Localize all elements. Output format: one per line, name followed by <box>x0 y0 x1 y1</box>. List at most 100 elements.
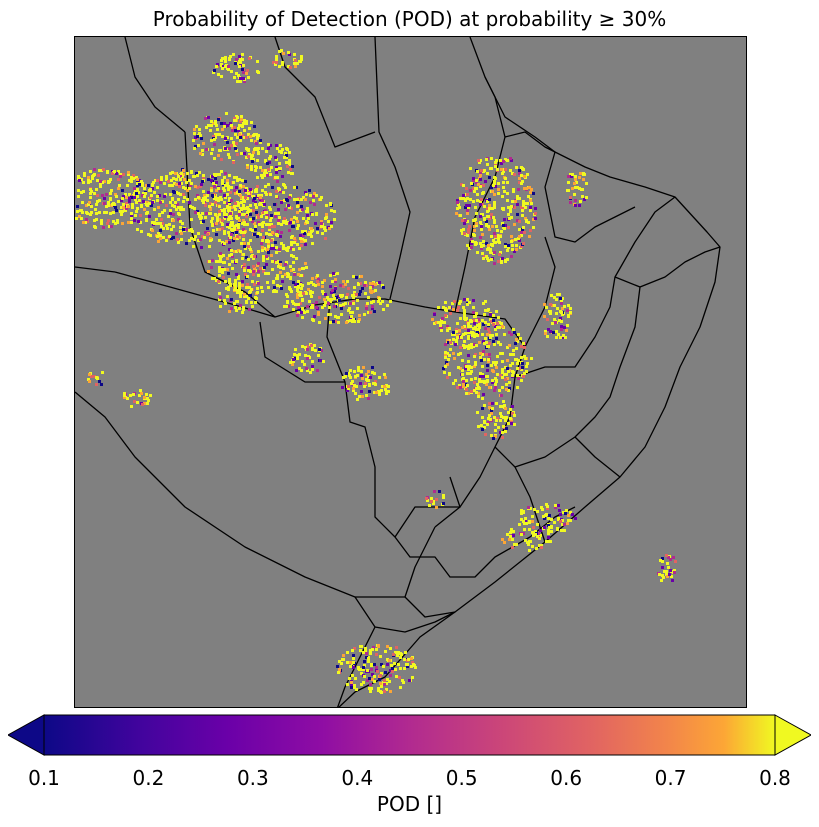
pod-pixel <box>367 311 370 314</box>
pod-pixel <box>247 269 250 272</box>
pod-pixel <box>478 387 481 390</box>
pod-pixel <box>531 520 534 523</box>
pod-pixel <box>121 189 124 192</box>
pod-pixel <box>224 65 227 68</box>
pod-pixel <box>307 217 310 220</box>
pod-pixel <box>582 173 585 176</box>
pod-pixel <box>350 315 353 318</box>
pod-pixel <box>492 437 495 440</box>
pod-pixel <box>515 543 518 546</box>
colorbar-tick-label: 0.3 <box>236 766 269 790</box>
pod-pixel <box>453 357 456 360</box>
pod-pixel <box>480 359 483 362</box>
pod-pixel <box>266 174 269 177</box>
pod-pixel <box>410 665 413 668</box>
pod-pixel <box>483 217 486 220</box>
pod-pixel <box>338 660 341 663</box>
pod-pixel <box>217 199 220 202</box>
pod-pixel <box>211 203 214 206</box>
pod-pixel <box>280 223 283 226</box>
pod-pixel <box>496 168 499 171</box>
pod-pixel <box>225 240 228 243</box>
pod-pixel <box>487 421 490 424</box>
pod-pixel <box>483 420 486 423</box>
pod-pixel <box>483 169 486 172</box>
pod-pixel <box>225 112 228 115</box>
pod-pixel <box>169 209 172 212</box>
pod-pixel <box>294 239 297 242</box>
pod-pixel <box>296 296 299 299</box>
pod-pixel <box>296 285 299 288</box>
pod-pixel <box>518 177 521 180</box>
pod-pixel <box>369 690 372 693</box>
pod-pixel <box>488 198 491 201</box>
pod-pixel <box>522 207 525 210</box>
pod-pixel <box>544 332 547 335</box>
pod-pixel <box>492 321 495 324</box>
pod-pixel <box>364 647 367 650</box>
pod-pixel <box>535 547 538 550</box>
pod-pixel <box>213 157 216 160</box>
pod-pixel <box>248 286 251 289</box>
pod-pixel <box>153 191 156 194</box>
pod-pixel <box>492 239 495 242</box>
pod-pixel <box>473 190 476 193</box>
pod-pixel <box>245 295 248 298</box>
pod-pixel <box>411 676 414 679</box>
pod-pixel <box>465 345 468 348</box>
pod-pixel <box>268 223 271 226</box>
pod-pixel <box>232 53 235 56</box>
pod-pixel <box>385 384 388 387</box>
pod-pixel <box>483 255 486 258</box>
pod-pixel <box>366 669 369 672</box>
pod-pixel <box>143 187 146 190</box>
pod-pixel <box>267 183 270 186</box>
pod-pixel <box>221 227 224 230</box>
pod-pixel <box>346 661 349 664</box>
pod-pixel <box>223 232 226 235</box>
pod-pixel <box>133 187 136 190</box>
pod-pixel <box>290 247 293 250</box>
pod-pixel <box>216 228 219 231</box>
pod-pixel <box>504 243 507 246</box>
pod-pixel <box>260 286 263 289</box>
pod-pixel <box>278 150 281 153</box>
pod-pixel <box>223 242 226 245</box>
pod-pixel <box>453 333 456 336</box>
pod-pixel <box>279 271 282 274</box>
pod-pixel <box>491 379 494 382</box>
pod-pixel <box>304 346 307 349</box>
pod-pixel <box>505 373 508 376</box>
pod-pixel <box>511 538 514 541</box>
pod-pixel <box>520 345 523 348</box>
pod-pixel <box>247 133 250 136</box>
pod-pixel <box>482 184 485 187</box>
pod-pixel <box>295 186 298 189</box>
pod-pixel <box>218 270 221 273</box>
pod-pixel <box>390 664 393 667</box>
pod-pixel <box>492 319 495 322</box>
pod-pixel <box>466 209 469 212</box>
pod-pixel <box>163 209 166 212</box>
pod-pixel <box>532 534 535 537</box>
pod-pixel <box>481 428 484 431</box>
pod-pixel <box>366 302 369 305</box>
pod-pixel <box>485 223 488 226</box>
pod-pixel <box>520 511 523 514</box>
pod-pixel <box>534 217 537 220</box>
pod-pixel <box>233 144 236 147</box>
pod-pixel <box>256 264 259 267</box>
pod-pixel <box>355 688 358 691</box>
pod-pixel <box>360 390 363 393</box>
pod-pixel <box>473 229 476 232</box>
pod-pixel <box>207 116 210 119</box>
pod-pixel <box>209 129 212 132</box>
pod-pixel <box>352 666 355 669</box>
pod-pixel <box>210 220 213 223</box>
pod-pixel <box>486 333 489 336</box>
pod-pixel <box>266 257 269 260</box>
pod-pixel <box>437 306 440 309</box>
pod-pixel <box>446 329 449 332</box>
pod-pixel <box>490 364 493 367</box>
pod-pixel <box>674 560 677 563</box>
